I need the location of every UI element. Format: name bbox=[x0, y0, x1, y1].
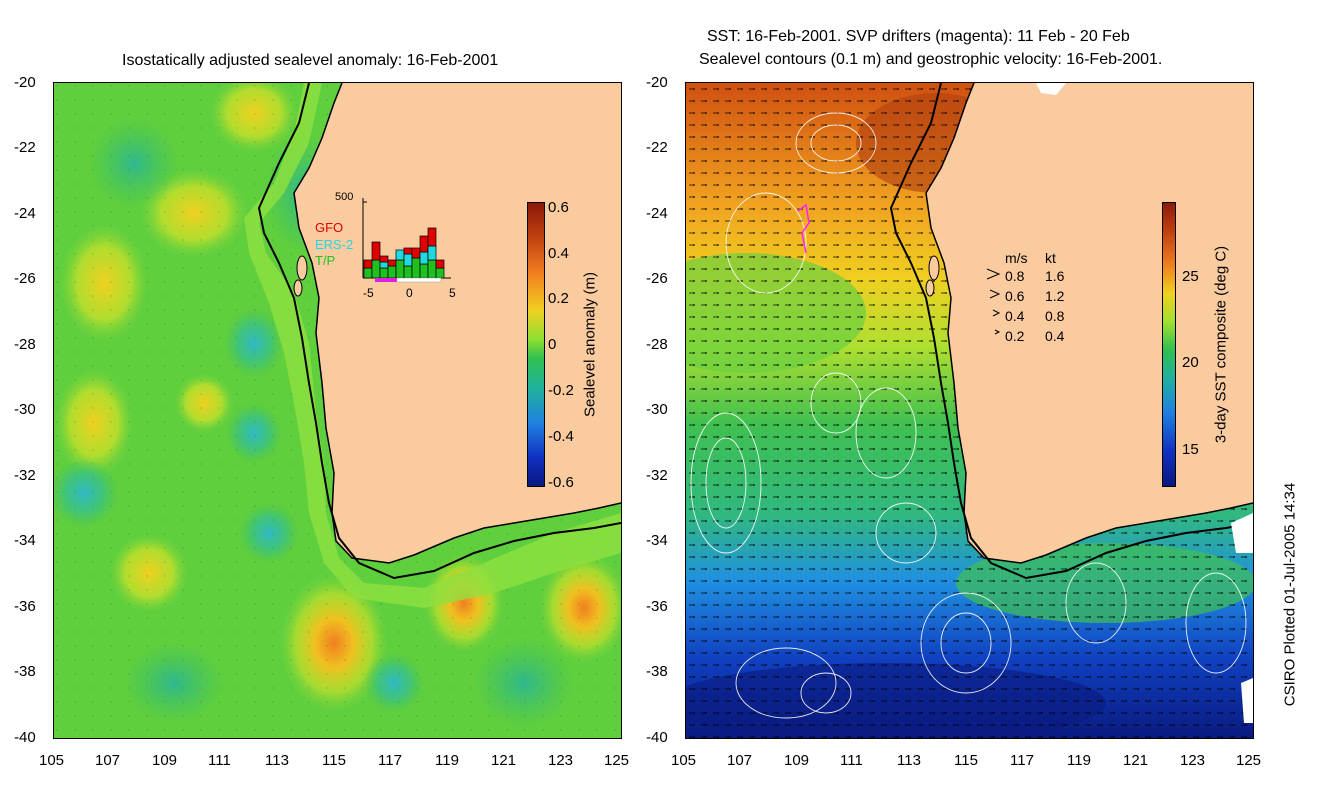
sla-colorbar-tick: 0.2 bbox=[548, 290, 569, 307]
left-y-tick: -24 bbox=[14, 205, 36, 222]
left-y-tick: -30 bbox=[14, 401, 36, 418]
velocity-legend-ms: 0.6 bbox=[1005, 288, 1025, 304]
land-mass bbox=[294, 83, 621, 563]
right-x-tick: 125 bbox=[1236, 752, 1262, 769]
velocity-legend-header-kt: kt bbox=[1045, 250, 1056, 266]
inset-x-tick: 5 bbox=[449, 286, 456, 300]
right-x-tick: 111 bbox=[840, 752, 863, 769]
sla-colorbar bbox=[527, 202, 545, 487]
velocity-legend-kt: 1.6 bbox=[1045, 268, 1065, 284]
legend-gfo: GFO bbox=[315, 220, 344, 235]
velocity-legend-ms: 0.4 bbox=[1005, 308, 1025, 324]
left-x-tick: 109 bbox=[152, 752, 178, 769]
left-x-tick: 113 bbox=[265, 752, 289, 769]
right-y-tick: -40 bbox=[646, 729, 668, 746]
right-x-tick: 123 bbox=[1180, 752, 1206, 769]
legend-ers2: ERS-2 bbox=[315, 237, 354, 252]
velocity-legend-kt: 1.2 bbox=[1045, 288, 1065, 304]
inset-x-tick: 0 bbox=[406, 286, 413, 300]
right-map-title-line1: SST: 16-Feb-2001. SVP drifters (magenta)… bbox=[707, 28, 1130, 45]
right-x-tick: 107 bbox=[727, 752, 753, 769]
left-y-tick: -38 bbox=[14, 663, 36, 680]
right-y-tick: -26 bbox=[646, 270, 668, 287]
right-map-title-line2: Sealevel contours (0.1 m) and geostrophi… bbox=[699, 51, 1163, 68]
right-y-tick: -28 bbox=[646, 336, 668, 353]
velocity-legend-kt: 0.8 bbox=[1045, 308, 1065, 324]
right-x-tick: 105 bbox=[671, 752, 697, 769]
right-x-tick: 117 bbox=[1010, 752, 1034, 769]
velocity-legend-header-ms: m/s bbox=[1005, 250, 1028, 266]
inset-x-tick: -5 bbox=[363, 286, 374, 300]
left-x-tick: 105 bbox=[39, 752, 65, 769]
left-x-tick: 115 bbox=[322, 752, 346, 769]
right-y-tick: -34 bbox=[646, 532, 668, 549]
left-y-tick: -22 bbox=[14, 139, 36, 156]
inset-ymax-label: 500 bbox=[335, 191, 354, 203]
sla-colorbar-label: Sealevel anomaly (m) bbox=[581, 271, 599, 418]
track-count-inset: 500 GFO ERS-2 T/P -5 0 5 bbox=[313, 190, 463, 300]
sla-colorbar-tick: -0.4 bbox=[548, 428, 574, 445]
sst-colorbar-tick: 25 bbox=[1182, 268, 1199, 285]
left-x-tick: 119 bbox=[435, 752, 459, 769]
sla-colorbar-tick: -0.2 bbox=[548, 382, 574, 399]
left-y-tick: -32 bbox=[14, 467, 36, 484]
left-x-tick: 121 bbox=[491, 752, 517, 769]
right-x-tick: 109 bbox=[784, 752, 810, 769]
velocity-legend-ms: 0.2 bbox=[1005, 328, 1025, 344]
velocity-legend-kt: 0.4 bbox=[1045, 328, 1065, 344]
land-mass-right bbox=[926, 83, 1253, 563]
legend-tp: T/P bbox=[315, 253, 336, 268]
sla-colorbar-tick: 0 bbox=[548, 336, 557, 353]
right-x-tick: 113 bbox=[897, 752, 921, 769]
sla-colorbar-tick: 0.4 bbox=[548, 245, 569, 262]
right-y-tick: -24 bbox=[646, 205, 668, 222]
right-y-tick: -36 bbox=[646, 598, 668, 615]
velocity-legend: m/s kt 0.8 1.6 0.6 1.2 0.4 0.8 0.2 0.4 bbox=[985, 250, 1075, 350]
left-x-tick: 123 bbox=[548, 752, 574, 769]
right-x-tick: 119 bbox=[1067, 752, 1091, 769]
left-y-tick: -34 bbox=[14, 532, 36, 549]
left-y-tick: -20 bbox=[14, 74, 36, 91]
velocity-legend-arrows bbox=[986, 268, 1001, 335]
left-y-tick: -28 bbox=[14, 336, 36, 353]
left-x-tick: 125 bbox=[604, 752, 630, 769]
sla-colorbar-tick: -0.6 bbox=[548, 474, 574, 491]
right-y-tick: -30 bbox=[646, 401, 668, 418]
right-y-tick: -32 bbox=[646, 467, 668, 484]
sst-colorbar-tick: 20 bbox=[1182, 354, 1199, 371]
left-y-tick: -36 bbox=[14, 598, 36, 615]
right-y-tick: -20 bbox=[646, 74, 668, 91]
sla-colorbar-tick: 0.6 bbox=[548, 199, 569, 216]
right-y-tick: -22 bbox=[646, 139, 668, 156]
left-x-tick: 117 bbox=[378, 752, 402, 769]
sst-colorbar bbox=[1162, 202, 1176, 487]
velocity-legend-ms: 0.8 bbox=[1005, 268, 1025, 284]
left-x-tick: 111 bbox=[208, 752, 231, 769]
right-x-tick: 115 bbox=[954, 752, 978, 769]
right-y-tick: -38 bbox=[646, 663, 668, 680]
sst-colorbar-tick: 15 bbox=[1182, 441, 1199, 458]
left-x-tick: 107 bbox=[95, 752, 121, 769]
left-map-title: Isostatically adjusted sealevel anomaly:… bbox=[122, 52, 499, 69]
plotted-timestamp: CSIRO Plotted 01-Jul-2005 14:34 bbox=[1281, 482, 1299, 707]
inset-bars bbox=[362, 198, 451, 283]
left-y-tick: -40 bbox=[14, 729, 36, 746]
left-y-tick: -26 bbox=[14, 270, 36, 287]
right-x-tick: 121 bbox=[1123, 752, 1149, 769]
sst-colorbar-label: 3-day SST composite (deg C) bbox=[1212, 245, 1230, 444]
